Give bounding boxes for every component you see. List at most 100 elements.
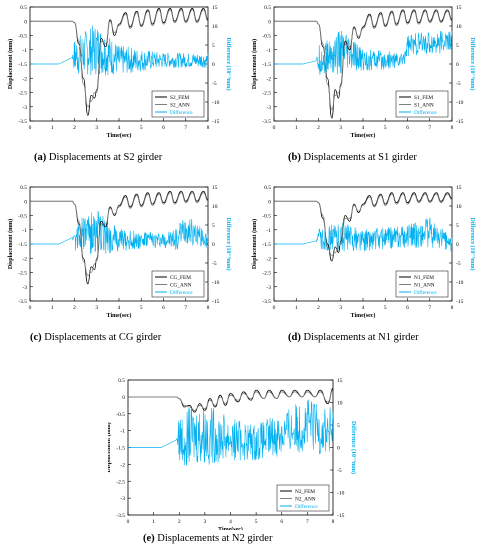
x-tick-label: 5 (384, 305, 387, 311)
legend-label: N2_FEM (295, 489, 315, 495)
chart-panel-c: 0.5 0 -0.5 -1 -1.5 -2 -2.5 -3 -3.5 15 10 5 0 -5 -10 -15… (0, 180, 240, 320)
x-tick-label: 8 (207, 305, 210, 311)
caption-d-letter: (d) (288, 332, 301, 343)
fem-line (30, 190, 209, 285)
x-tick-label: 0 (127, 519, 130, 525)
x-tick-label: 4 (362, 305, 365, 311)
left-tick-label: 0.5 (20, 5, 27, 11)
caption-b: (b) Displacements at S1 girder (288, 152, 417, 163)
chart-panel-a: 0.5 0 -0.5 -1 -1.5 -2 -2.5 -3 -3.5 15 10 5 0 -5 -10 -15… (0, 0, 240, 140)
left-tick-label: -3 (120, 496, 125, 502)
left-tick-label: -3.5 (262, 299, 271, 305)
chart-panel-b: 0.5 0 -0.5 -1 -1.5 -2 -2.5 -3 -3.5 15 10 5 0 -5 -10 -15… (244, 0, 483, 140)
left-tick-label: -1.5 (18, 62, 27, 68)
right-tick-label: -15 (456, 119, 464, 125)
x-tick-label: 2 (73, 125, 76, 131)
y-axis-label-right: Difference (10⁻³mm) (350, 421, 357, 474)
x-tick-label: 2 (178, 519, 181, 525)
left-tick-label: 0.5 (118, 378, 125, 384)
right-tick-label: 0 (337, 446, 340, 452)
caption-b-letter: (b) (288, 152, 301, 163)
y-axis-label-right: Difference (10⁻³mm) (469, 218, 476, 271)
caption-c: (c) Displacements at CG girder (30, 332, 161, 343)
right-tick-label: -5 (337, 468, 342, 474)
left-tick-label: -1 (266, 228, 271, 234)
y-axis-label-right: Difference (10⁻³mm) (225, 38, 232, 91)
x-tick-label: 6 (280, 519, 283, 525)
ann-line (274, 10, 453, 111)
left-tick-label: 0.5 (20, 185, 27, 191)
left-tick-label: -0.5 (18, 34, 27, 40)
caption-a-text: Displacements at S2 girder (48, 152, 163, 163)
caption-c-text: Displacements at CG girder (44, 332, 162, 343)
x-tick-label: 4 (229, 519, 232, 525)
caption-e-letter: (e) (143, 533, 155, 544)
chart-c-svg: 0.50-0.5-1-1.5-2-2.5-3-3.5151050-5-10-15… (7, 185, 232, 319)
x-axis-label: Time(sec) (351, 312, 376, 319)
legend-label: S2_ANN (170, 103, 190, 109)
y-axis-label-left: Displacement (mm) (251, 39, 258, 89)
left-tick-label: 0 (24, 19, 27, 25)
x-tick-label: 6 (162, 305, 165, 311)
x-tick-label: 5 (140, 305, 143, 311)
right-tick-label: 10 (212, 24, 218, 30)
x-axis-label: Time(sec) (107, 132, 132, 139)
right-tick-label: 5 (456, 43, 459, 49)
right-tick-label: 0 (456, 62, 459, 68)
x-tick-label: 8 (332, 519, 335, 525)
caption-a: (a) Displacements at S2 girder (34, 152, 162, 163)
right-tick-label: -15 (456, 299, 464, 305)
left-tick-label: -2.5 (18, 91, 27, 97)
x-tick-label: 1 (51, 305, 54, 311)
legend-label: Difference (295, 503, 318, 510)
x-tick-label: 6 (162, 125, 165, 131)
left-tick-label: -1 (266, 48, 271, 54)
x-tick-label: 3 (95, 125, 98, 131)
y-axis-label-left: Displacement (mm) (108, 422, 112, 472)
x-tick-label: 0 (29, 305, 32, 311)
right-tick-label: -10 (212, 100, 220, 106)
legend-label: N1_ANN (414, 283, 435, 289)
x-axis-label: Time(sec) (218, 526, 243, 530)
caption-c-letter: (c) (30, 332, 42, 343)
right-tick-label: 0 (212, 62, 215, 68)
left-tick-label: -0.5 (18, 214, 27, 220)
difference-line (58, 25, 209, 76)
right-tick-label: 10 (456, 204, 462, 210)
right-tick-label: -5 (212, 261, 217, 267)
right-tick-label: -15 (212, 299, 220, 305)
x-tick-label: 1 (295, 125, 298, 131)
left-tick-label: -1.5 (18, 242, 27, 248)
legend-label: CG_ANN (170, 283, 192, 289)
right-tick-label: -5 (456, 261, 461, 267)
right-tick-label: 15 (212, 5, 218, 11)
left-tick-label: -2 (266, 256, 271, 262)
x-tick-label: 2 (73, 305, 76, 311)
ann-line (274, 193, 453, 256)
x-tick-label: 2 (317, 125, 320, 131)
x-tick-label: 0 (273, 305, 276, 311)
difference-line (302, 217, 453, 252)
left-tick-label: 0 (268, 19, 271, 25)
x-tick-label: 4 (362, 125, 365, 131)
left-tick-label: -2.5 (18, 271, 27, 277)
right-tick-label: -15 (212, 119, 220, 125)
difference-line (58, 211, 209, 255)
y-axis-label-left: Displacement (mm) (7, 39, 14, 89)
legend-label: Difference (414, 289, 437, 296)
x-tick-label: 7 (428, 125, 431, 131)
legend-label: Difference (170, 109, 193, 116)
fem-line (30, 8, 209, 116)
left-tick-label: -3 (22, 105, 27, 111)
left-tick-label: -2 (22, 76, 27, 82)
x-tick-label: 4 (118, 305, 121, 311)
ann-line (128, 389, 334, 411)
left-tick-label: -2.5 (116, 479, 125, 485)
left-tick-label: -3.5 (262, 119, 271, 125)
caption-e: (e) Displacements at N2 girder (143, 533, 272, 544)
left-tick-label: -1.5 (262, 242, 271, 248)
left-tick-label: -3.5 (18, 299, 27, 305)
left-tick-label: -0.5 (116, 412, 125, 418)
x-tick-label: 8 (207, 125, 210, 131)
x-tick-label: 3 (339, 125, 342, 131)
